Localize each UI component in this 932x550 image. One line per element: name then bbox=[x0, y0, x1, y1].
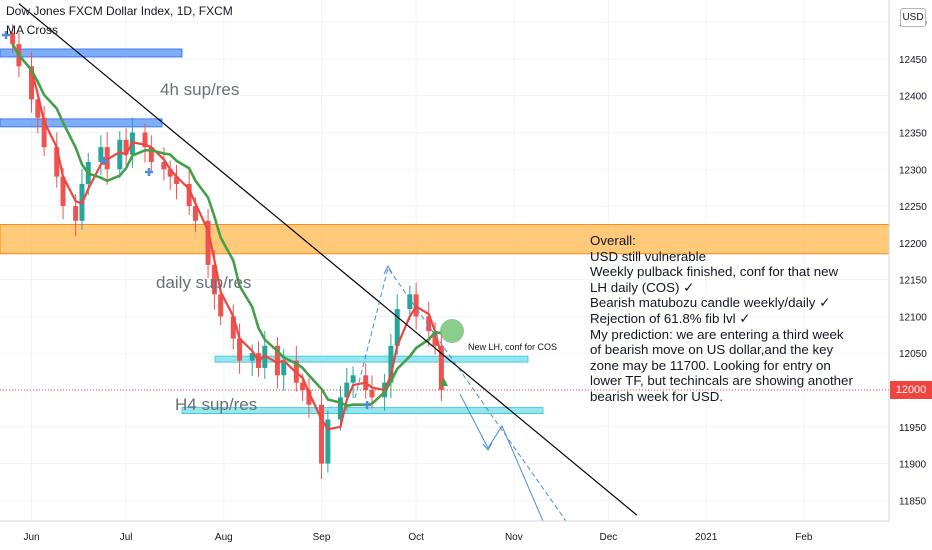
y-tick-label: 12350 bbox=[899, 128, 927, 139]
candle-body bbox=[407, 294, 413, 310]
zone-band bbox=[214, 355, 529, 363]
candle-body bbox=[167, 169, 173, 177]
candle-body bbox=[319, 404, 325, 464]
candle-body bbox=[300, 382, 306, 391]
candle-body bbox=[426, 316, 432, 332]
y-tick-label: 12050 bbox=[899, 349, 927, 360]
zone-h4-label: H4 sup/res bbox=[175, 395, 258, 414]
grid bbox=[0, 0, 889, 521]
y-tick-label: 12400 bbox=[899, 92, 927, 103]
candle-body bbox=[281, 360, 287, 376]
x-tick-label: Nov bbox=[505, 532, 523, 543]
zone-daily-label: daily sup/res bbox=[156, 273, 252, 292]
candle-body bbox=[249, 353, 255, 361]
x-tick-label: Aug bbox=[215, 532, 233, 543]
x-tick-label: Jun bbox=[23, 532, 39, 543]
zone-band bbox=[0, 118, 163, 128]
candle-body bbox=[438, 345, 444, 391]
zones bbox=[0, 48, 890, 415]
overall-line: lower TF, but techincals are showing ano… bbox=[590, 373, 853, 389]
overall-line: bearish week for USD. bbox=[590, 388, 724, 404]
new-lh-note: New LH, conf for COS bbox=[468, 342, 558, 352]
overall-line: of bearish move on US dollar,and the key bbox=[590, 342, 834, 358]
y-tick-label: 12300 bbox=[899, 165, 927, 176]
candle-body bbox=[123, 139, 129, 155]
projection-arrow bbox=[383, 264, 393, 275]
last-price-label: 12000 bbox=[890, 381, 932, 399]
overall-line: Bearish matubozu candle weekly/daily ✓ bbox=[590, 295, 831, 311]
overall-line: zone may be 11700. Looking for entry on bbox=[590, 357, 831, 373]
candle-body bbox=[148, 147, 154, 162]
candle-body bbox=[306, 390, 312, 405]
y-tick-label: 12150 bbox=[899, 276, 927, 287]
overall-line: USD still vulnerable bbox=[590, 248, 707, 264]
drawings bbox=[0, 3, 889, 522]
candle-body bbox=[274, 345, 280, 376]
y-tick-label: 11900 bbox=[899, 460, 927, 471]
chart-title: Dow Jones FXCM Dollar Index, 1D, FXCM bbox=[6, 4, 233, 18]
candle-body bbox=[325, 419, 331, 464]
candle-body bbox=[237, 338, 243, 361]
candle-body bbox=[369, 390, 375, 398]
candle-body bbox=[337, 397, 343, 420]
zone-4h-label: 4h sup/res bbox=[160, 80, 240, 99]
candle-body bbox=[218, 294, 224, 317]
candle-body bbox=[142, 132, 148, 148]
candle-body bbox=[10, 33, 16, 45]
overall-note: Overall: USD still vulnerable Weekly pul… bbox=[590, 233, 890, 405]
candle-body bbox=[35, 99, 41, 118]
overall-line: Weekly pulback finished, conf for that n… bbox=[590, 264, 839, 280]
candle-body bbox=[211, 264, 217, 295]
overall-line: LH daily (COS) ✓ bbox=[590, 279, 695, 295]
candle-body bbox=[230, 316, 236, 339]
candle-body bbox=[205, 220, 211, 265]
x-tick-label: Dec bbox=[600, 532, 618, 543]
y-tick-label: 11950 bbox=[899, 423, 927, 434]
fast-ma-line bbox=[11, 43, 443, 431]
overall-line: My prediction: we are entering a third w… bbox=[590, 326, 844, 342]
x-tick-label: 2021 bbox=[695, 532, 718, 543]
highlight-circle bbox=[440, 319, 464, 343]
candle-body bbox=[73, 206, 79, 221]
zone-band bbox=[0, 224, 890, 255]
zone-band bbox=[181, 407, 544, 415]
cross-marker bbox=[145, 168, 153, 176]
candle-body bbox=[350, 375, 356, 383]
x-tick-label: Sep bbox=[313, 532, 331, 543]
candle-body bbox=[192, 206, 198, 221]
currency-badge[interactable]: USD bbox=[900, 8, 926, 27]
candle-body bbox=[388, 345, 394, 383]
cross-marker bbox=[100, 157, 108, 165]
signal-triangle bbox=[440, 378, 448, 386]
projection-solid bbox=[459, 393, 544, 522]
zone-band bbox=[0, 48, 183, 58]
candle-body bbox=[432, 331, 438, 346]
y-tick-label: 12200 bbox=[899, 239, 927, 250]
candle-body bbox=[41, 117, 47, 148]
candle-body bbox=[98, 147, 104, 162]
candle-body bbox=[117, 139, 123, 170]
overall-line: Overall: bbox=[590, 233, 636, 248]
candle-body bbox=[344, 382, 350, 398]
cross-marker bbox=[363, 401, 371, 409]
candle-body bbox=[29, 66, 35, 100]
y-tick-label: 12250 bbox=[899, 202, 927, 213]
trendline bbox=[18, 3, 638, 516]
cross-marker bbox=[2, 31, 10, 39]
x-tick-label: Feb bbox=[795, 532, 813, 543]
candle-body bbox=[394, 309, 400, 346]
candle-body bbox=[174, 176, 180, 184]
candle-body bbox=[60, 176, 66, 207]
x-tick-label: Jul bbox=[120, 532, 133, 543]
x-tick-label: Oct bbox=[408, 532, 424, 543]
candle-body bbox=[186, 183, 192, 207]
y-tick-label: 11850 bbox=[899, 496, 927, 507]
overall-line: Rejection of 61.8% fib lvl ✓ bbox=[590, 310, 751, 326]
candle-body bbox=[161, 161, 167, 170]
y-tick-label: 12100 bbox=[899, 312, 927, 323]
indicator-label[interactable]: MA Cross bbox=[6, 23, 59, 37]
projection-arrow bbox=[482, 442, 493, 451]
candle-body bbox=[54, 147, 60, 177]
y-tick-label: 12450 bbox=[899, 55, 927, 66]
